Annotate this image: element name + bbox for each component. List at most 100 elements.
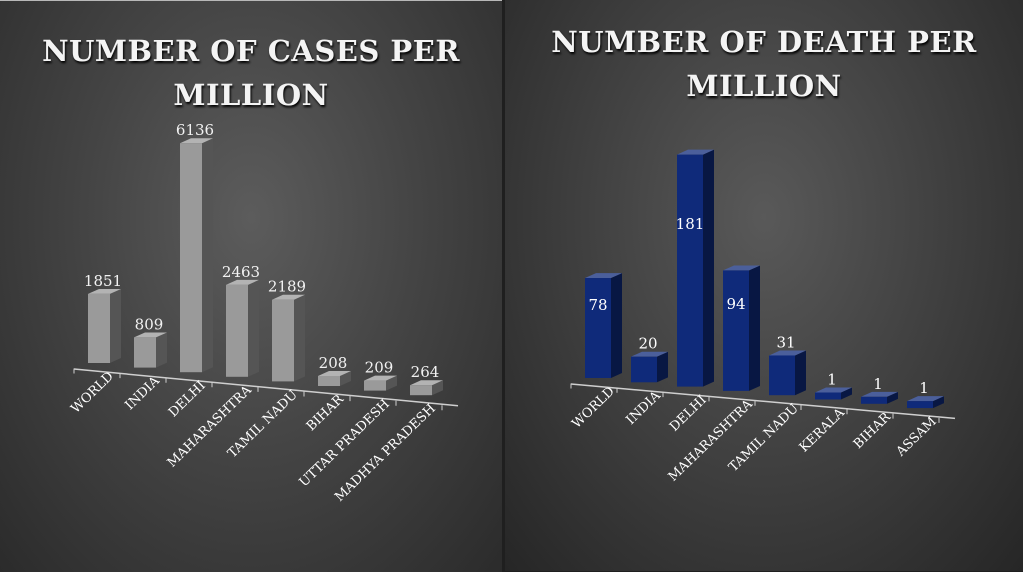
deaths-category-label: ASSAM [893, 414, 940, 460]
deaths-category-label: MAHARASHTRA [666, 397, 756, 485]
deaths-bar-side [657, 351, 668, 383]
cases-bar-side [386, 375, 397, 391]
cases-bar [226, 279, 259, 377]
deaths-bar-top [677, 149, 714, 155]
cases-chart-panel: NUMBER OF CASES PER MILLION 1851 WORLD 809… [0, 0, 502, 572]
cases-category-label: INDIA [123, 373, 164, 413]
cases-bar-front [180, 143, 202, 373]
cases-bar-side [340, 371, 351, 386]
cases-bar-top [226, 279, 259, 285]
cases-chart-title: NUMBER OF CASES PER MILLION [42, 34, 460, 112]
deaths-x-axis [570, 383, 956, 420]
deaths-bar [631, 351, 668, 383]
cases-category-label: MADHYA PRADESH [332, 401, 439, 505]
deaths-bar-top [723, 265, 760, 271]
cases-value-label: 2463 [222, 263, 260, 281]
cases-bar [364, 375, 397, 391]
deaths-bar-top [861, 391, 898, 397]
cases-bar-front [410, 385, 432, 396]
deaths-bar [815, 387, 852, 400]
cases-category-label: BIHAR [304, 391, 348, 434]
cases-bar [88, 288, 121, 363]
deaths-bar [861, 391, 898, 404]
deaths-bar-side [933, 396, 944, 409]
cases-bar [272, 294, 305, 382]
cases-bar [180, 138, 213, 373]
cases-bar-front [134, 337, 156, 368]
deaths-category-label: WORLD [569, 384, 617, 432]
deaths-value-label: 78 [588, 296, 607, 314]
deaths-bar-side [887, 391, 898, 404]
deaths-bar-side [703, 149, 714, 387]
deaths-chart-plot: 78WORLD20INDIA181DELHI94MAHARASHTRA31TAM… [569, 149, 956, 485]
deaths-category-label: DELHI [667, 393, 710, 435]
cases-bar-top [272, 294, 305, 300]
deaths-category-label: INDIA [624, 388, 665, 428]
cases-bar-side [432, 380, 443, 396]
cases-bar-front [272, 299, 294, 382]
deaths-chart-panel: NUMBER OF DEATH PER MILLION 78 WORLD 20 IND… [505, 0, 1023, 571]
deaths-value-label: 31 [776, 333, 795, 351]
cases-bar-front [318, 376, 340, 386]
deaths-bar-front [907, 401, 933, 409]
cases-bar-top [180, 138, 213, 144]
deaths-chart-title: NUMBER OF DEATH PER MILLION [551, 25, 977, 103]
cases-bar-side [202, 138, 213, 373]
deaths-value-label: 1 [873, 375, 883, 393]
cases-bar-side [110, 288, 121, 363]
cases-bar-side [248, 279, 259, 377]
deaths-bar-top [769, 350, 806, 356]
deaths-bar-front [769, 355, 795, 396]
cases-bar-side [156, 332, 167, 368]
deaths-bar [585, 273, 622, 378]
cases-value-label: 809 [135, 315, 164, 333]
deaths-bar-side [749, 265, 760, 391]
cases-bar-front [226, 284, 248, 377]
deaths-bar-side [611, 273, 622, 378]
deaths-bar [723, 265, 760, 391]
deaths-value-label: 1 [827, 371, 837, 389]
deaths-value-label: 1 [919, 379, 929, 397]
cases-value-label: 6136 [176, 121, 214, 139]
cases-bar [318, 371, 351, 386]
deaths-bar-top [585, 273, 622, 279]
deaths-value-label: 20 [638, 335, 657, 353]
deaths-bar [907, 396, 944, 409]
cases-bar-side [294, 294, 305, 382]
cases-bar [134, 332, 167, 368]
deaths-bar-front [585, 278, 611, 378]
deaths-bar-front [677, 154, 703, 387]
cases-category-label: DELHI [166, 378, 209, 420]
cases-bar-top [318, 371, 351, 376]
deaths-bar-top [631, 351, 668, 357]
cases-bar-front [88, 293, 110, 363]
deaths-bar-front [723, 270, 749, 391]
deaths-category-label: KERALA [797, 405, 848, 455]
cases-category-label: UTTAR PRADESH [297, 397, 393, 491]
cases-category-label: MAHARASHTRA [165, 382, 255, 470]
deaths-bar-front [815, 392, 841, 400]
cases-value-label: 209 [365, 359, 394, 377]
cases-category-label: WORLD [68, 369, 116, 417]
cases-bar-top [134, 332, 167, 338]
deaths-bar-front [631, 356, 657, 383]
cases-bar-top [88, 288, 121, 294]
deaths-value-label: 94 [726, 295, 745, 313]
deaths-bar-side [795, 350, 806, 396]
cases-bar-front [364, 380, 386, 391]
deaths-bar [769, 350, 806, 396]
deaths-bar-front [861, 396, 887, 404]
cases-value-label: 264 [411, 363, 440, 381]
cases-chart-plot: 1851 WORLD 809 INDIA 6136 DELHI 2463 MAHARASHTR… [68, 121, 459, 505]
deaths-bar-side [841, 387, 852, 400]
deaths-bar-top [815, 387, 852, 393]
cases-bar-top [364, 375, 397, 381]
cases-bar [410, 380, 443, 396]
cases-value-label: 208 [319, 354, 348, 372]
deaths-bar-top [907, 396, 944, 402]
cases-x-axis [73, 368, 459, 407]
cases-bar-top [410, 380, 443, 386]
cases-value-label: 1851 [84, 272, 122, 290]
deaths-category-label: BIHAR [851, 409, 895, 452]
deaths-value-label: 181 [676, 215, 705, 233]
